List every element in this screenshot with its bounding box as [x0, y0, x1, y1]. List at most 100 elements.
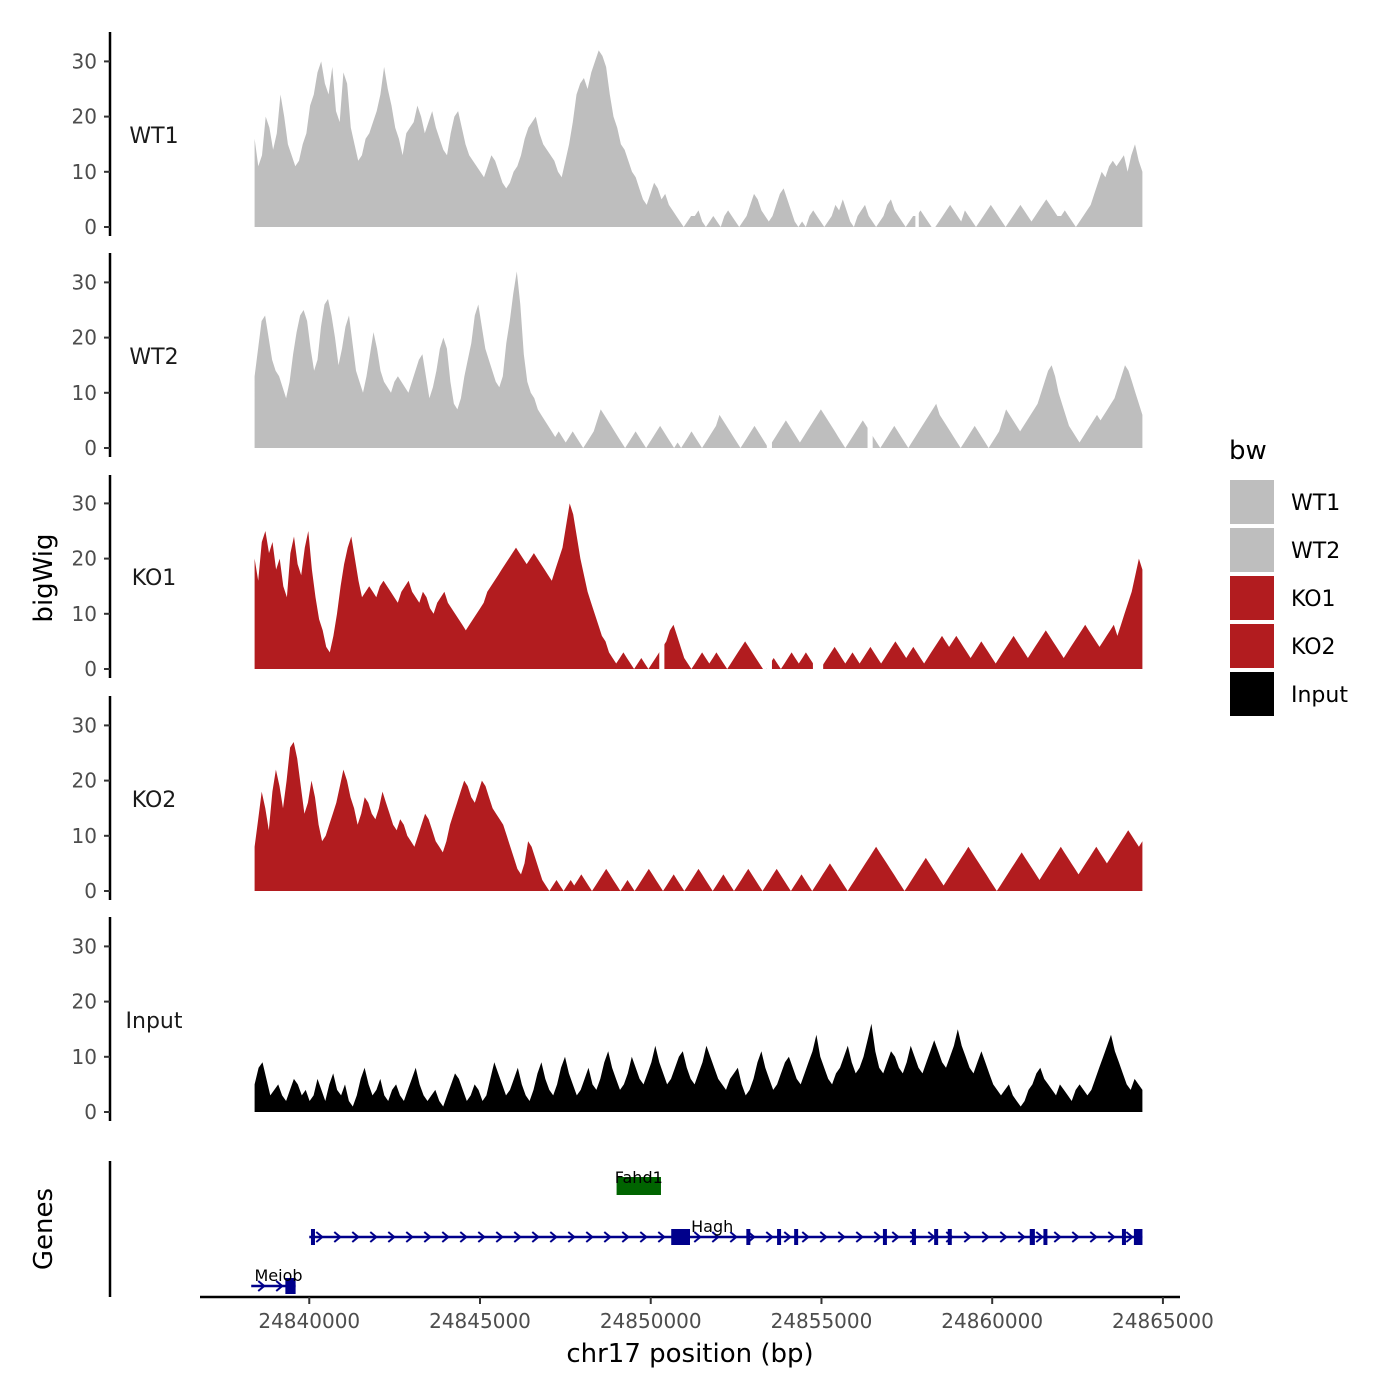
- strand-arrow: [495, 1231, 504, 1243]
- track-label-wt1: WT1: [129, 124, 178, 149]
- gene-meiob: Meiob: [251, 1266, 303, 1294]
- coverage-gap: [915, 32, 919, 228]
- strand-arrow: [257, 1280, 266, 1292]
- y-tick-label: 20: [72, 326, 97, 350]
- coverage-gap: [812, 475, 824, 670]
- strand-arrow: [729, 1231, 738, 1243]
- track-panel-input: 0 10 20 30 Input: [72, 917, 1143, 1124]
- strand-arrow: [477, 1231, 486, 1243]
- gene-exon: [777, 1229, 782, 1245]
- strand-arrow: [603, 1231, 612, 1243]
- y-axis-title: bigWig: [29, 533, 59, 622]
- legend-key-ko1: [1230, 576, 1274, 620]
- gene-exon: [794, 1229, 799, 1245]
- strand-arrow: [1089, 1231, 1098, 1243]
- strand-arrow: [567, 1231, 576, 1243]
- y-tick-label: 20: [72, 547, 97, 571]
- y-tick-label: 30: [72, 713, 97, 737]
- track-panel-ko2: 0 10 20 30 KO2: [72, 696, 1143, 903]
- legend: bw WT1 WT2 KO1 KO2 Input: [1229, 436, 1348, 716]
- x-tick-label: 24845000: [429, 1309, 531, 1333]
- gene-exon: [1121, 1229, 1126, 1245]
- x-tick-label: 24860000: [941, 1309, 1043, 1333]
- strand-arrow: [1017, 1231, 1026, 1243]
- coverage-area-wt1: [254, 50, 1143, 228]
- gene-exon: [934, 1229, 939, 1245]
- y-tick-label: 0: [84, 436, 97, 460]
- strand-arrow: [765, 1231, 774, 1243]
- y-tick-label: 20: [72, 990, 97, 1014]
- strand-arrow: [315, 1231, 324, 1243]
- legend-key-ko2: [1230, 624, 1274, 668]
- gene-panel: Genes Fahd1 Hagh Meiob: [29, 1161, 1143, 1297]
- strand-arrow: [711, 1231, 720, 1243]
- y-tick-label: 0: [84, 879, 97, 903]
- strand-arrow: [621, 1231, 630, 1243]
- strand-arrow: [531, 1231, 540, 1243]
- gene-exon: [882, 1229, 887, 1245]
- track-label-input: Input: [126, 1009, 183, 1034]
- track-panel-ko1: 0 10 20 30 KO1: [72, 475, 1143, 681]
- strand-arrow: [333, 1231, 342, 1243]
- y-tick-label: 30: [72, 934, 97, 958]
- coverage-area-wt2: [254, 271, 1143, 448]
- strand-arrow: [783, 1231, 792, 1243]
- gene-exon: [1133, 1229, 1143, 1245]
- y-tick-label: 10: [72, 824, 97, 848]
- gene-exon: [285, 1278, 296, 1294]
- strand-arrow: [1125, 1231, 1134, 1243]
- gene-exon: [671, 1229, 690, 1245]
- legend-label-ko1: KO1: [1291, 587, 1336, 612]
- coverage-area-ko1: [254, 503, 1143, 669]
- strand-arrow: [1071, 1231, 1080, 1243]
- legend-key-input: [1230, 672, 1274, 716]
- gene-fahd1: Fahd1: [615, 1168, 663, 1195]
- coverage-gap: [659, 475, 665, 670]
- track-panel-wt1: 0 10 20 30 WT1: [72, 32, 1143, 239]
- legend-label-ko2: KO2: [1291, 635, 1336, 660]
- x-axis: 24840000 24845000 24850000 24855000 24860000…: [200, 1295, 1214, 1369]
- gene-exon: [947, 1229, 952, 1245]
- strand-arrow: [837, 1231, 846, 1243]
- legend-key-wt1: [1230, 480, 1274, 524]
- coverage-area-input: [254, 1023, 1143, 1112]
- strand-arrow: [855, 1231, 864, 1243]
- strand-arrow: [351, 1231, 360, 1243]
- strand-arrow: [657, 1231, 666, 1243]
- y-tick-label: 30: [72, 270, 97, 294]
- coverage-gap: [867, 253, 873, 449]
- legend-label-input: Input: [1291, 683, 1348, 708]
- y-tick-label: 10: [72, 381, 97, 405]
- legend-key-wt2: [1230, 528, 1274, 572]
- gene-exon: [746, 1229, 751, 1245]
- genes-axis-title: Genes: [29, 1188, 59, 1270]
- x-tick-label: 24840000: [258, 1309, 360, 1333]
- strand-arrow: [873, 1231, 882, 1243]
- gene-label: Hagh: [691, 1217, 733, 1236]
- y-tick-label: 20: [72, 769, 97, 793]
- x-tick-label: 24865000: [1112, 1309, 1214, 1333]
- x-axis-title: chr17 position (bp): [566, 1339, 813, 1369]
- track-label-wt2: WT2: [129, 345, 178, 370]
- legend-label-wt1: WT1: [1291, 491, 1340, 516]
- x-tick-label: 24850000: [600, 1309, 702, 1333]
- strand-arrow: [999, 1231, 1008, 1243]
- gene-label: Fahd1: [615, 1168, 663, 1187]
- strand-arrow: [891, 1231, 900, 1243]
- y-tick-label: 0: [84, 1100, 97, 1124]
- track-label-ko1: KO1: [132, 566, 177, 591]
- y-tick-label: 10: [72, 1045, 97, 1069]
- track-panel-wt2: 0 10 20 30 WT2: [72, 253, 1143, 460]
- strand-arrow: [441, 1231, 450, 1243]
- strand-arrow: [405, 1231, 414, 1243]
- strand-arrow: [513, 1231, 522, 1243]
- track-label-ko2: KO2: [132, 788, 177, 813]
- gene-exon: [911, 1229, 916, 1245]
- strand-arrow: [369, 1231, 378, 1243]
- strand-arrow: [1107, 1231, 1116, 1243]
- y-tick-label: 30: [72, 49, 97, 73]
- y-tick-label: 20: [72, 105, 97, 129]
- strand-arrow: [981, 1231, 990, 1243]
